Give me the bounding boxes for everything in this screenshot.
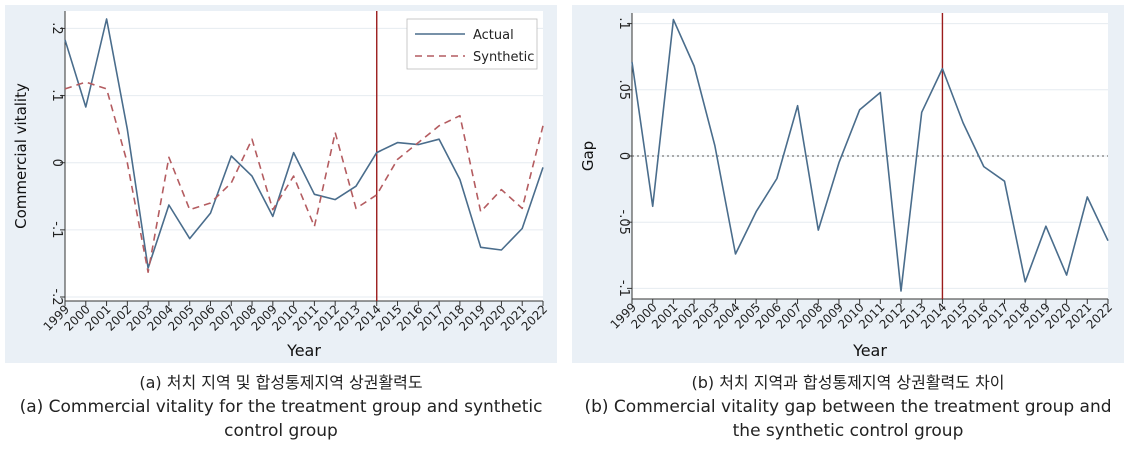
series-line-gap [631, 18, 1109, 292]
y-tick-label: -.2 [49, 288, 64, 305]
series-line-actual [64, 18, 544, 269]
y-tick-label: 0 [616, 152, 631, 160]
caption-b-english: (b) Commercial vitality gap between the … [584, 397, 1112, 441]
x-axis-title: Year [286, 341, 321, 360]
chart-a-panel: -.2 -.1 0.1.2 1999 2000 2001 2002 2003 2004 2005 2… [5, 5, 557, 363]
caption-b-korean: (b) 처치 지역과 합성통제지역 상권활력도 차이 [691, 373, 1005, 392]
y-tick-label: -.05 [616, 210, 631, 235]
y-axis-title: Commercial vitality [12, 83, 30, 229]
chart-b: -.1-.050.05.1199920002001200220032004200… [579, 13, 1115, 360]
y-tick-label: -.1 [616, 280, 631, 297]
y-tick-label: .2 [49, 22, 64, 34]
y-tick-label: -.1 [49, 221, 64, 238]
y-tick-label: 0 [49, 159, 64, 167]
caption-a: (a) 처치 지역 및 합성통제지역 상권활력도 (a) Commercial … [5, 371, 557, 443]
caption-a-korean: (a) 처치 지역 및 합성통제지역 상권활력도 [139, 373, 423, 392]
caption-a-english: (a) Commercial vitality for the treatmen… [19, 397, 543, 441]
caption-b: (b) 처치 지역과 합성통제지역 상권활력도 차이 (b) Commercia… [572, 371, 1124, 443]
y-axis-title: Gap [579, 141, 597, 171]
y-tick-label: .1 [616, 17, 631, 29]
y-tick-label: .05 [616, 79, 631, 100]
legend-label-synthetic: Synthetic [473, 50, 534, 65]
chart-b-panel: -.1 -.05 0.05.1 1999 2000 2001 2002 2003 2004 200… [572, 5, 1124, 363]
chart-a: -.2-.10.1.219992000200120022003200420052… [12, 11, 550, 360]
legend [406, 18, 538, 70]
y-tick-label: .1 [49, 89, 64, 101]
legend-label-actual: Actual [473, 28, 514, 43]
x-axis-title: Year [852, 341, 887, 360]
